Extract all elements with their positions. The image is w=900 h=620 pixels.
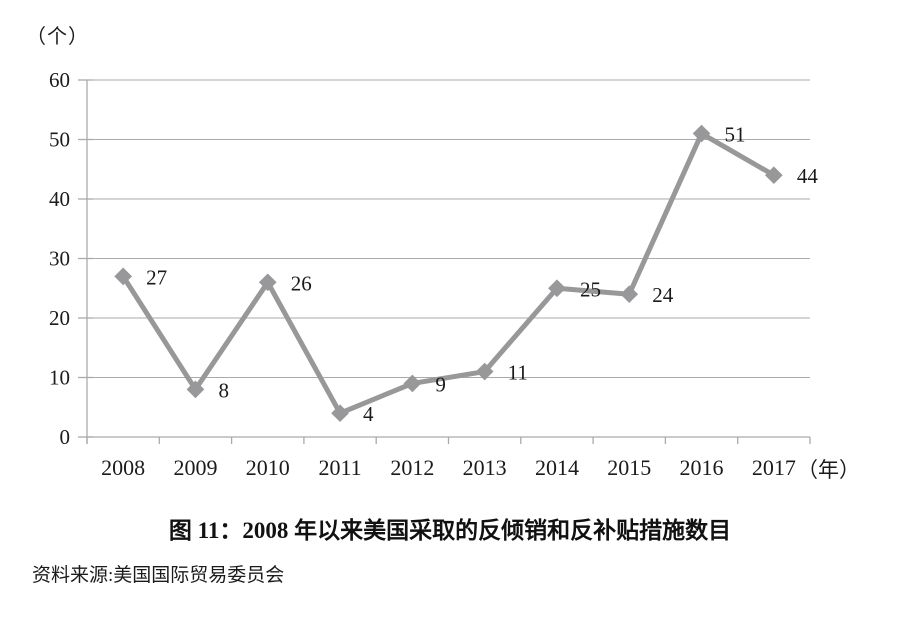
x-tick-label: 2008 [101,455,145,480]
chart-title: 图 11：2008 年以来美国采取的反倾销和反补贴措施数目 [168,518,732,543]
x-tick-label: 2017 [752,455,796,480]
data-point-marker [475,362,494,381]
line-chart-canvas: 0 10 20 30 40 50 60 2008 2009 2010 2011 2012 2013 201… [49,68,819,480]
data-point-marker [548,279,566,298]
x-tick-label: 2012 [390,455,434,480]
data-label: 4 [363,402,374,426]
y-tick-label: 60 [49,68,70,92]
data-point-marker [114,267,132,286]
data-label: 8 [218,378,229,402]
data-label: 11 [508,361,528,385]
x-tick-label: 2009 [173,455,217,480]
data-point-marker [186,380,205,399]
x-tick-label: 2011 [318,455,361,480]
data-point-marker [331,404,349,423]
y-tick-label: 20 [49,306,70,330]
y-axis-unit-label: （个） [26,26,89,48]
x-tick-label: 2016 [680,455,724,480]
data-line [120,131,777,416]
x-tick-label: 2015 [607,455,651,480]
data-point-marker [620,285,639,304]
y-tick-label: 10 [49,366,70,390]
chart-source: 资料来源:美国国际贸易委员会 [32,565,285,586]
y-tick-label: 50 [49,128,70,152]
data-label: 24 [652,283,674,307]
y-tick-label: 0 [60,425,71,449]
data-label: 44 [797,164,819,188]
data-point-marker [258,273,277,292]
data-label: 26 [291,271,312,295]
x-tick-label: 2013 [463,455,507,480]
data-point-marker [403,374,422,393]
x-tick-label: 2014 [535,455,579,480]
y-tick-label: 30 [49,247,70,271]
y-tick-label: 40 [49,187,70,211]
data-label: 25 [580,277,601,301]
x-tick-label: 2010 [246,455,290,480]
data-label: 9 [435,372,446,396]
x-axis-unit-label: （年） [797,458,860,482]
data-label: 27 [146,265,167,289]
data-label: 51 [725,123,746,147]
